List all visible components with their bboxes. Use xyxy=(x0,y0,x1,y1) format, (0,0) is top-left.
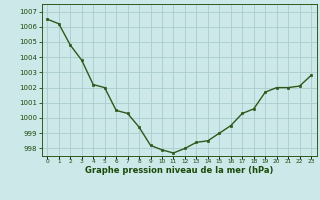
X-axis label: Graphe pression niveau de la mer (hPa): Graphe pression niveau de la mer (hPa) xyxy=(85,166,273,175)
